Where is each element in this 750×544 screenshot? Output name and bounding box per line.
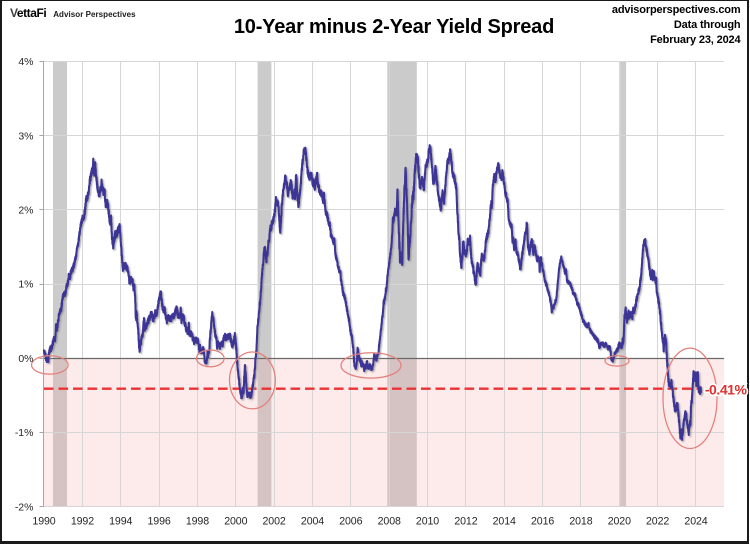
svg-text:2004: 2004 (301, 516, 324, 528)
svg-text:2022: 2022 (646, 516, 669, 528)
svg-text:2012: 2012 (454, 516, 477, 528)
svg-text:2016: 2016 (531, 516, 554, 528)
svg-text:2002: 2002 (263, 516, 286, 528)
svg-text:2018: 2018 (569, 516, 592, 528)
svg-text:2000: 2000 (224, 516, 247, 528)
svg-text:-0.41%: -0.41% (705, 381, 748, 397)
svg-text:3%: 3% (18, 130, 33, 142)
svg-text:1992: 1992 (71, 516, 94, 528)
svg-text:0%: 0% (18, 353, 33, 365)
svg-text:1990: 1990 (32, 516, 55, 528)
svg-text:4%: 4% (18, 56, 33, 68)
svg-text:-1%: -1% (15, 427, 34, 439)
svg-text:-2%: -2% (15, 501, 34, 513)
svg-text:1994: 1994 (109, 516, 132, 528)
svg-text:2024: 2024 (684, 516, 707, 528)
svg-text:2020: 2020 (608, 516, 631, 528)
svg-text:2010: 2010 (416, 516, 439, 528)
svg-text:2006: 2006 (339, 516, 362, 528)
svg-text:2014: 2014 (493, 516, 516, 528)
svg-text:2%: 2% (18, 205, 33, 217)
svg-text:1996: 1996 (148, 516, 171, 528)
svg-text:1998: 1998 (186, 516, 209, 528)
svg-text:1%: 1% (18, 279, 33, 291)
svg-text:2008: 2008 (378, 516, 401, 528)
